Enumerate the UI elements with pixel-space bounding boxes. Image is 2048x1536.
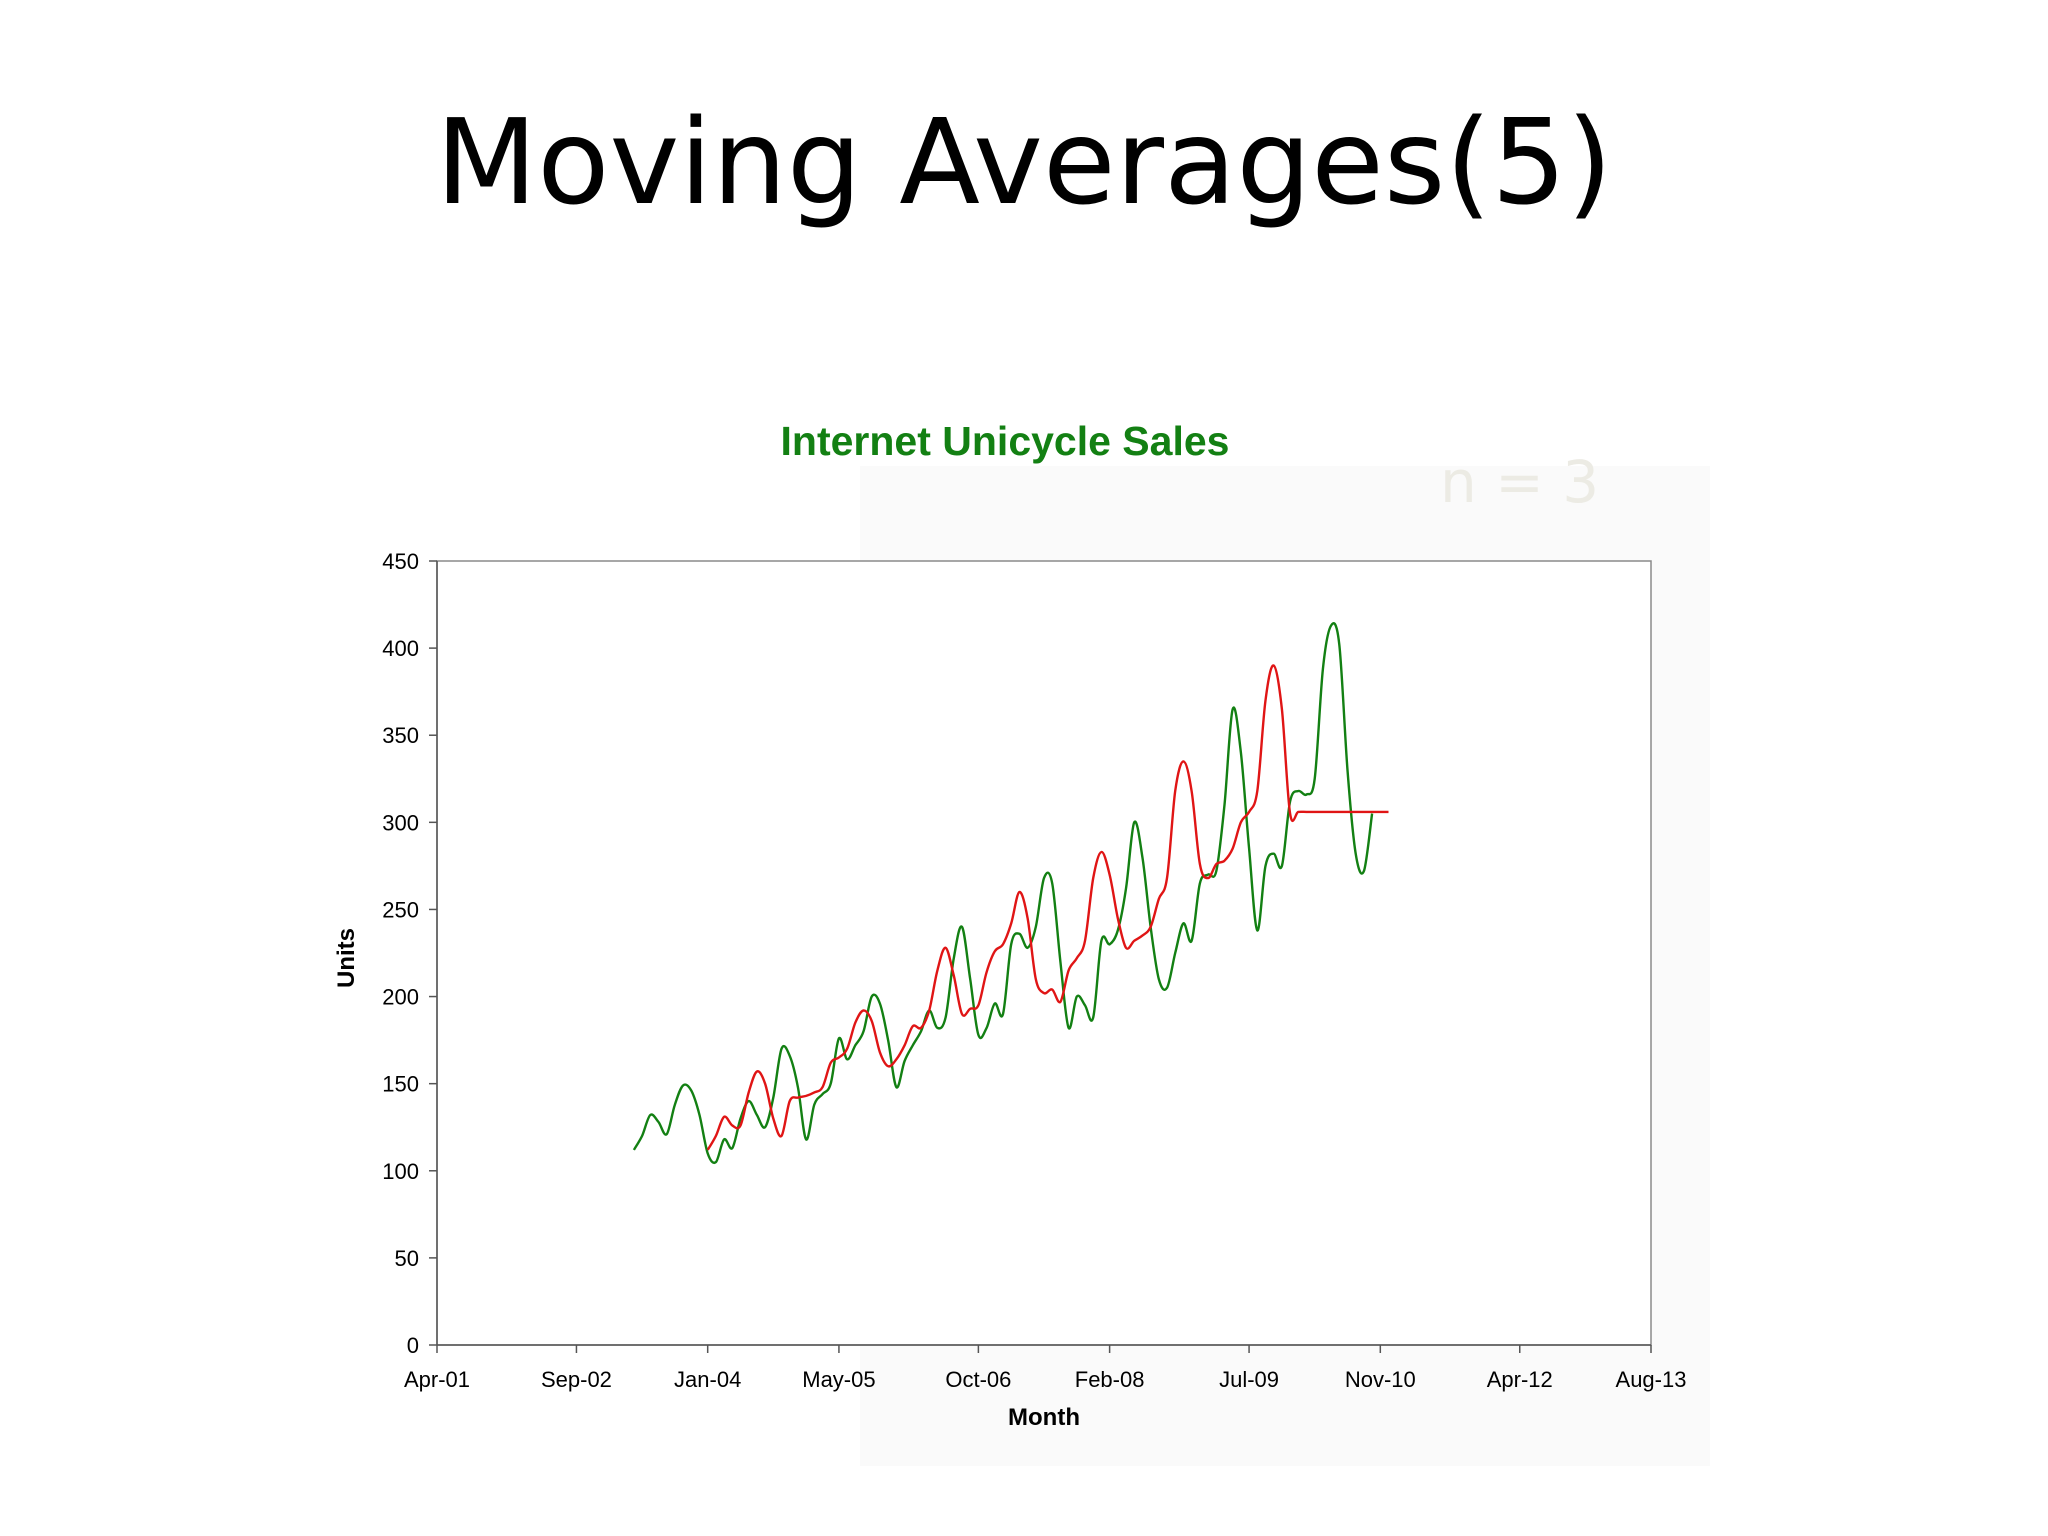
y-tick-label: 0 xyxy=(407,1333,419,1358)
x-tick-label: Jan-04 xyxy=(674,1367,741,1392)
x-tick-label: Nov-10 xyxy=(1345,1367,1416,1392)
plot-area xyxy=(436,560,1652,1346)
y-tick-label: 200 xyxy=(382,985,419,1010)
chart-series xyxy=(632,622,1389,1165)
x-axis-title: Month xyxy=(1008,1404,1080,1431)
x-tick-label: Sep-02 xyxy=(541,1367,612,1392)
chart-ticks: 0 50 100 150 200 250 300 350 400 450 Apr-01 Sep-02 J… xyxy=(382,549,1686,1392)
y-tick-label: 400 xyxy=(382,636,419,661)
x-tick-label: Feb-08 xyxy=(1075,1367,1145,1392)
y-tick-label: 450 xyxy=(382,549,419,574)
x-tick-label: Apr-01 xyxy=(404,1367,470,1392)
x-tick-label: Aug-13 xyxy=(1616,1367,1687,1392)
chart-axes xyxy=(436,560,1652,1346)
y-tick-label: 50 xyxy=(395,1246,419,1271)
y-tick-label: 350 xyxy=(382,723,419,748)
x-tick-label: May-05 xyxy=(802,1367,875,1392)
annotation-label: n = 3 xyxy=(1440,448,1600,516)
slide-title: Moving Averages(5) xyxy=(435,93,1613,231)
x-tick-label: Apr-12 xyxy=(1487,1367,1553,1392)
y-tick-label: 150 xyxy=(382,1072,419,1097)
x-tick-label: Jul-09 xyxy=(1219,1367,1279,1392)
series-line-1 xyxy=(632,622,1374,1165)
y-axis-title: Units xyxy=(333,928,360,988)
chart-title: Internet Unicycle Sales xyxy=(780,418,1230,464)
x-tick-label: Oct-06 xyxy=(945,1367,1011,1392)
y-tick-label: 100 xyxy=(382,1159,419,1184)
y-tick-label: 300 xyxy=(382,810,419,835)
y-tick-label: 250 xyxy=(382,897,419,922)
series-line-2 xyxy=(706,664,1389,1151)
